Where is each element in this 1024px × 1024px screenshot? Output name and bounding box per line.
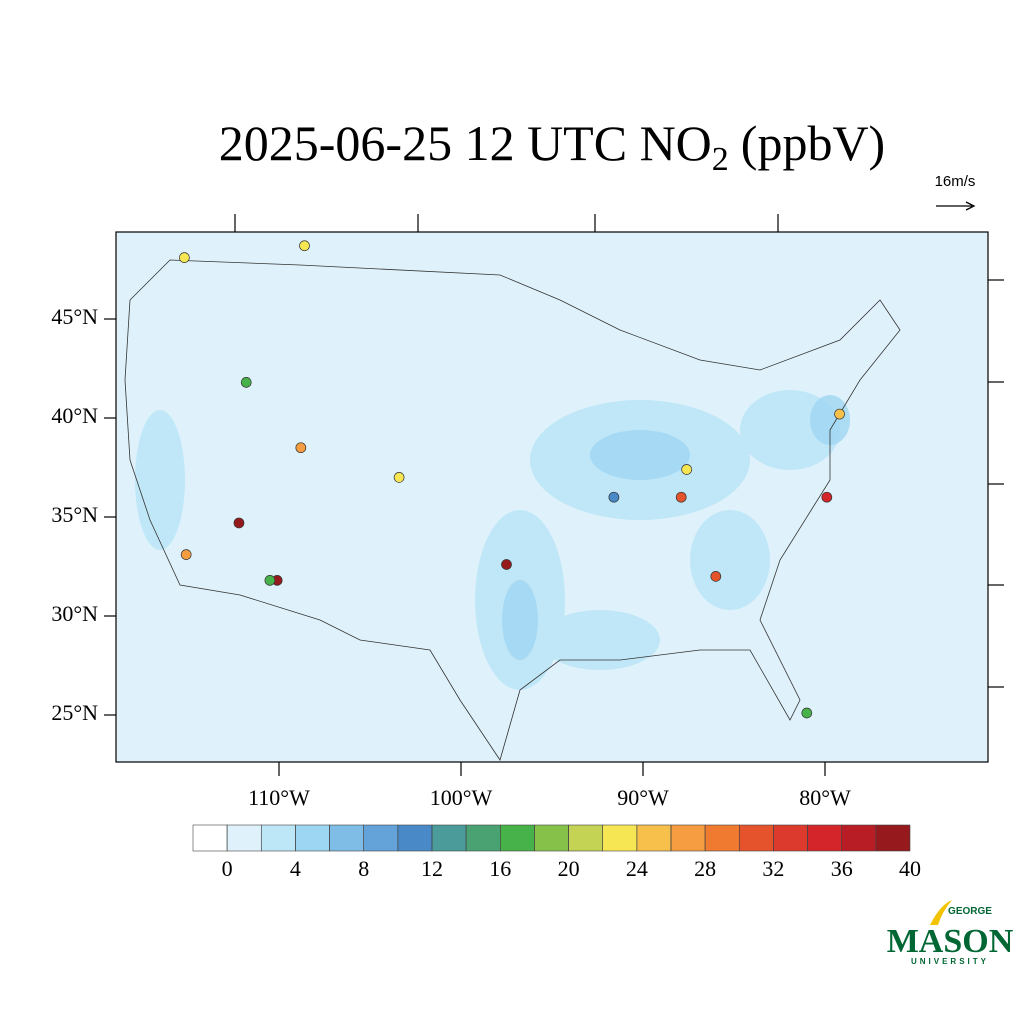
station: [179, 252, 190, 263]
station: [608, 491, 620, 503]
colorbar-box: [226, 824, 262, 852]
lat-tick-label: 30°N: [51, 601, 98, 626]
station: [821, 491, 833, 503]
frame-ticks: [234, 214, 1004, 688]
station: [180, 549, 192, 560]
station: [681, 464, 693, 475]
lon-tick-label: 90°W: [617, 785, 669, 810]
logo-bottom: UNIVERSITY: [911, 957, 989, 966]
colorbar-box: [534, 824, 569, 852]
colorbar-box: [568, 824, 604, 852]
colorbar-box: [363, 824, 399, 852]
vector-reference-head: [965, 201, 976, 211]
colorbar-box: [602, 824, 638, 852]
lon-tick-label: 80°W: [799, 785, 851, 810]
lat-tick-label: 40°N: [51, 403, 98, 428]
colorbar-label: 28: [694, 856, 716, 881]
logo-swoosh: [930, 900, 952, 925]
map-frame: [115, 231, 989, 763]
station: [264, 575, 276, 586]
title-suffix: (ppbV): [741, 115, 885, 171]
vector-reference-label: 16m/s: [935, 173, 976, 190]
title-main: 2025-06-25 12 UTC NO: [219, 115, 712, 171]
station: [834, 408, 845, 420]
colorbar-label: 0: [222, 856, 233, 881]
colorbar-box: [807, 824, 843, 852]
colorbar-box: [738, 824, 774, 852]
colorbar-label: 4: [290, 856, 301, 881]
title-subscript: 2: [712, 141, 729, 178]
colorbar-label: 40: [899, 856, 921, 881]
colorbar-box: [704, 824, 740, 852]
lon-tick-label: 100°W: [430, 785, 493, 810]
station: [501, 559, 512, 570]
logo: GEORGE MASON UNIVERSITY: [887, 900, 1014, 966]
lat-tick-label: 45°N: [51, 304, 98, 329]
station: [393, 472, 405, 483]
colorbar-label: 32: [762, 856, 784, 881]
colorbar-box: [295, 824, 330, 852]
logo-top: GEORGE: [948, 906, 992, 917]
station: [710, 571, 722, 582]
colorbar-box: [499, 824, 535, 852]
colorbar-box: [329, 824, 365, 852]
station: [295, 442, 307, 454]
colorbar-label: 16: [489, 856, 511, 881]
colorbar-box: [431, 824, 467, 852]
colorbar-box: [636, 824, 672, 852]
colorbar-box: [397, 824, 433, 852]
lon-tick-label: 110°W: [248, 785, 310, 810]
title: 2025-06-25 12 UTC NO2 (ppbV): [219, 115, 885, 178]
station: [801, 707, 813, 719]
colorbar-box: [465, 824, 501, 852]
colorbar-box: [773, 824, 808, 852]
station: [240, 377, 252, 388]
map-area: [115, 214, 1004, 763]
map-background: [116, 232, 988, 762]
colorbar-box: [260, 824, 296, 852]
colorbar-box: [841, 824, 877, 852]
concentration-field-high: [502, 395, 850, 660]
colorbar-label: 20: [558, 856, 580, 881]
colorbar-label: 8: [358, 856, 369, 881]
lat-tick-label: 25°N: [51, 700, 98, 725]
lat-tick-label: 35°N: [51, 502, 98, 527]
station: [233, 517, 245, 529]
colorbar-box: [875, 824, 911, 852]
coastline: [124, 259, 901, 761]
logo-main: MASON: [887, 923, 1014, 960]
colorbar-label: 36: [831, 856, 853, 881]
colorbar-box: [192, 824, 228, 852]
colorbar-box: [670, 824, 706, 852]
station: [299, 240, 310, 252]
station: [675, 491, 687, 503]
colorbar-label: 24: [626, 856, 648, 881]
colorbar-label: 12: [421, 856, 443, 881]
